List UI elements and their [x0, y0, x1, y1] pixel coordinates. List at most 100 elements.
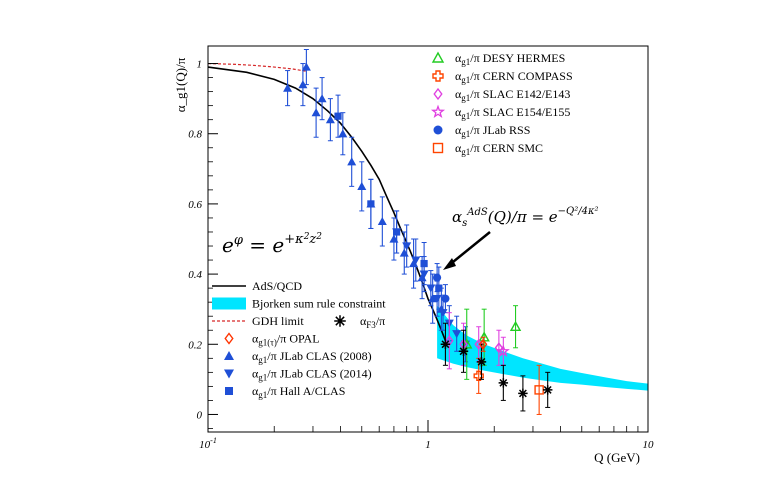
formula-left-sup1: φ — [234, 233, 244, 248]
data-point — [283, 83, 293, 92]
y-axis-label-text: α_g1(Q)/π — [173, 57, 188, 112]
series-8 — [534, 364, 544, 415]
legend-label: αg1/π JLab RSS — [455, 123, 530, 139]
series-9 — [440, 322, 553, 412]
y-tick-label: 1 — [197, 59, 203, 71]
formula-left-sup2: +κ — [284, 232, 304, 247]
legend-label: αF3/π — [360, 314, 385, 330]
data-point — [494, 342, 504, 354]
legend-label: αg1/π SLAC E142/E143 — [455, 87, 570, 103]
svg-text:eφ = e+κ2z2: eφ = e+κ2z2 — [222, 232, 322, 257]
legend-label: αg1(τ)/π OPAL — [252, 332, 320, 348]
data-point — [441, 294, 450, 303]
data-point — [402, 242, 412, 251]
data-point — [426, 284, 436, 293]
legend-marker — [433, 87, 443, 101]
data-point — [452, 330, 462, 339]
data-point — [458, 346, 469, 357]
formula-left-sup5: 2 — [315, 232, 322, 242]
data-point — [411, 256, 421, 265]
data-point — [473, 370, 484, 382]
legend-marker — [430, 104, 446, 119]
data-point — [420, 259, 428, 268]
series-2 — [334, 94, 443, 310]
bjorken-band — [437, 305, 648, 391]
x-tick-label: 10-1 — [199, 436, 217, 451]
legend-marker — [224, 332, 234, 345]
legend-label: αg1/π JLab CLAS (2014) — [252, 367, 372, 383]
data-point — [476, 357, 487, 367]
data-point — [393, 228, 401, 236]
y-tick-label: 0 — [197, 409, 203, 421]
legend-marker — [431, 51, 445, 63]
formula-right-alpha: α — [452, 208, 462, 226]
formula-left: eφ = e+κ2z2 — [222, 232, 322, 257]
data-point — [496, 344, 510, 357]
formula-left-sup4: z — [308, 232, 316, 247]
data-point — [298, 80, 308, 89]
y-axis-label: α_g1(Q)/π — [173, 57, 188, 112]
legend-bottom-left: AdS/QCD Bjorken sum rule constraint GDH li… — [212, 279, 386, 400]
legend-label: αg1/π Hall A/CLAS — [252, 384, 345, 400]
data-point — [377, 216, 387, 226]
formula-right-sub: s — [462, 218, 467, 229]
legend-label: αg1/π CERN SMC — [455, 141, 543, 157]
legend-top-right: αg1/π DESY HERMES αg1/π CERN COMPASS αg1/π… — [430, 51, 573, 157]
formula-right: αsAdS(Q)/π = e−Q²/4κ² — [452, 206, 599, 229]
formula-right-sup: AdS — [466, 207, 488, 218]
axis-layer: 0 0.2 0.4 0.6 0.8 1 10-1 1 10 — [188, 59, 654, 451]
data-point — [301, 62, 311, 71]
points-layer — [283, 49, 553, 415]
legend-marker — [224, 351, 234, 360]
legend-marker — [432, 70, 444, 82]
data-point — [478, 338, 488, 350]
formula-left-sup3: 2 — [303, 232, 310, 242]
formula-right-mid: (Q)/π = e — [488, 208, 558, 226]
x-tick-label: 10 — [643, 439, 655, 451]
legend-marker — [225, 387, 233, 395]
data-point — [440, 339, 451, 349]
annotation-arrow — [443, 231, 491, 270]
data-point — [509, 320, 522, 332]
formula-left-base: e — [222, 233, 234, 257]
gdh-limit-curve — [207, 62, 307, 72]
data-point — [498, 378, 509, 388]
legend-label: αg1/π SLAC E154/E155 — [455, 105, 570, 121]
data-point — [435, 284, 443, 292]
data-point — [338, 129, 348, 138]
data-point — [367, 200, 375, 208]
legend-marker — [433, 125, 443, 135]
data-point — [347, 157, 357, 166]
legend-inline: αF3/π — [334, 314, 385, 330]
legend-label: αg1/π CERN COMPASS — [455, 69, 573, 85]
data-point — [317, 94, 327, 103]
data-point — [334, 112, 342, 120]
series-10 — [478, 336, 488, 352]
data-point — [325, 115, 335, 124]
data-point — [311, 108, 321, 117]
legend-marker — [224, 369, 234, 379]
legend-marker — [212, 297, 246, 310]
band-layer — [437, 305, 648, 391]
y-tick-label: 0.8 — [188, 129, 202, 141]
data-point — [445, 335, 454, 347]
legend-label: αg1/π JLab CLAS (2008) — [252, 349, 372, 365]
data-point — [357, 181, 367, 190]
legend-label: GDH limit — [252, 314, 304, 328]
legend-label: Bjorken sum rule constraint — [252, 297, 386, 311]
formula-right-exp: −Q²/4κ² — [558, 206, 599, 217]
legend-marker — [334, 315, 346, 327]
legend-marker — [432, 142, 444, 154]
legend-label: AdS/QCD — [252, 279, 302, 293]
y-tick-label: 0.6 — [188, 199, 202, 211]
data-point — [433, 273, 442, 282]
data-point — [518, 388, 528, 399]
x-axis-label: Q (GeV) — [594, 450, 640, 465]
y-tick-label: 0.2 — [188, 339, 202, 351]
x-tick-label: 1 — [425, 439, 431, 451]
legend-label: αg1/π DESY HERMES — [455, 51, 565, 67]
y-tick-label: 0.4 — [188, 269, 202, 281]
svg-text:αsAdS(Q)/π = e−Q²/4κ²: αsAdS(Q)/π = e−Q²/4κ² — [452, 206, 599, 229]
series-3 — [433, 263, 450, 314]
